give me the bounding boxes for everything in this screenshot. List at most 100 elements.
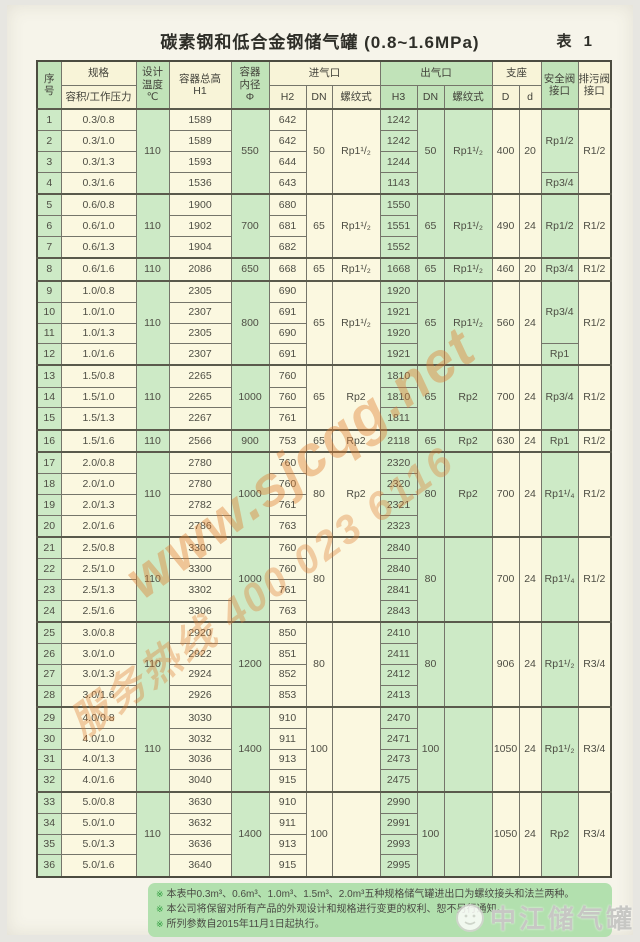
table-cell: Rp1¹/₂ xyxy=(540,705,579,793)
table-cell: Rp2 xyxy=(443,451,493,538)
footnote-2: ※ 本公司将保留对所有产品的外观设计和规格进行变更的权利、恕不另行通知。 xyxy=(156,902,604,917)
table-cell: 2470 xyxy=(379,705,418,729)
table-row: 33 5.0/0.8 110 3630 1400 910 100 2990 100 1050 24 R… xyxy=(36,790,612,878)
table-cell: 80 xyxy=(305,451,333,538)
table-cell: 36 xyxy=(36,854,62,878)
table-cell: 915 xyxy=(268,769,307,793)
table-cell: 1200 xyxy=(230,620,270,708)
footnote-1: ※ 本表中0.3m³、0.6m³、1.0m³、1.5m³、2.0m³五种规格储气罐… xyxy=(156,887,604,902)
table-cell: 2840 xyxy=(379,536,418,560)
header-inner-diameter: 容器 内径 Φ xyxy=(230,60,270,110)
table-cell: 110 xyxy=(135,279,170,366)
table-cell: 13 xyxy=(36,364,62,388)
table-cell: 16 xyxy=(36,428,62,453)
table-cell: 3036 xyxy=(168,748,232,771)
table-cell: Rp2 xyxy=(331,428,381,453)
table-cell: 3306 xyxy=(168,599,232,623)
table-cell: 1921 xyxy=(379,343,418,366)
table-cell: 2265 xyxy=(168,386,232,409)
table-cell: 24 xyxy=(518,279,542,366)
table-cell: 5.0/1.0 xyxy=(60,812,137,835)
table-cell: 3.0/1.0 xyxy=(60,643,137,665)
table-cell: 1.0/1.6 xyxy=(60,343,137,366)
brand-watermark: 中江储气罐 xyxy=(455,899,635,936)
table-cell: 490 xyxy=(491,192,520,259)
table-cell: 2411 xyxy=(379,643,418,665)
table-cell: 19 xyxy=(36,494,62,516)
table-cell: 2.5/1.3 xyxy=(60,578,137,601)
table-cell: 1920 xyxy=(379,322,418,345)
table-cell: R3/4 xyxy=(577,790,612,878)
table-cell: 1400 xyxy=(230,790,270,878)
table-cell: 2782 xyxy=(168,494,232,516)
table-cell: 5.0/1.6 xyxy=(60,854,137,878)
table-cell: 100 xyxy=(305,790,333,878)
table-cell: 1244 xyxy=(379,150,418,173)
table-cell: 690 xyxy=(268,279,307,303)
table-row: 13 1.5/0.8 110 2265 1000 760 65 Rp2 1810 65 Rp2 700… xyxy=(36,364,612,431)
table-cell: 12 xyxy=(36,343,62,366)
table-cell: 110 xyxy=(135,705,170,793)
table-cell: 1143 xyxy=(379,171,418,195)
table-row: 8 0.6/1.6 110 2086 650 668 65 Rp1¹/₂ 1668 65 Rp1¹/… xyxy=(36,257,612,282)
table-cell: 2471 xyxy=(379,727,418,750)
table-cell: Rp1/2 xyxy=(540,192,579,259)
table-cell: 3 xyxy=(36,150,62,173)
table-number-label: 表 1 xyxy=(556,33,596,50)
table-cell: 50 xyxy=(305,108,333,195)
table-cell: 2.5/1.6 xyxy=(60,599,137,623)
table-cell: 23 xyxy=(36,578,62,601)
table-cell: 5.0/0.8 xyxy=(60,790,137,814)
table-cell: 850 xyxy=(268,620,307,645)
table-cell: 3636 xyxy=(168,833,232,856)
header-h3: H3 xyxy=(379,84,418,110)
table-cell: Rp1¹/₂ xyxy=(331,257,381,282)
table-cell: Rp1 xyxy=(540,428,579,453)
table-cell: 110 xyxy=(135,108,170,195)
table-cell: 100 xyxy=(416,705,445,793)
table-cell: 35 xyxy=(36,833,62,856)
table-cell: 18 xyxy=(36,473,62,496)
table-cell: 20 xyxy=(518,108,542,195)
table-cell: Rp1¹/₄ xyxy=(540,451,579,538)
table-cell: 760 xyxy=(268,558,307,580)
table-cell xyxy=(443,790,493,878)
table-cell: 1000 xyxy=(230,364,270,431)
table-cell: 2305 xyxy=(168,322,232,345)
table-row: 28 3.0/1.6 2926 853 2413 xyxy=(36,684,611,708)
table-cell: 2780 xyxy=(168,451,232,475)
table-cell: 2922 xyxy=(168,643,232,665)
table-cell: 2307 xyxy=(168,343,232,366)
table-cell: 24 xyxy=(36,599,62,623)
table-cell: 643 xyxy=(268,171,307,195)
table-cell: 0.3/0.8 xyxy=(60,108,137,132)
table-cell: 1400 xyxy=(230,705,270,793)
table-cell: Rp2 xyxy=(540,790,579,878)
table-cell: Rp1¹/₂ xyxy=(443,192,493,259)
table-cell: 644 xyxy=(268,150,307,173)
table-cell: 1.0/1.3 xyxy=(60,322,137,345)
note-marker-icon: ※ xyxy=(156,889,164,899)
table-row: 25 3.0/0.8 110 2920 1200 850 80 2410 80 906 24 Rp1¹… xyxy=(36,620,612,708)
table-cell: 3302 xyxy=(168,578,232,601)
table-cell: 1.5/1.3 xyxy=(60,407,137,431)
table-cell: 2086 xyxy=(168,257,232,282)
table-cell: 753 xyxy=(268,428,307,453)
table-cell: 2265 xyxy=(168,364,232,388)
table-cell: 1050 xyxy=(491,790,520,878)
table-cell: Rp1¹/₂ xyxy=(540,620,579,708)
table-cell: 668 xyxy=(268,257,307,282)
table-cell: Rp3/4 xyxy=(540,257,579,282)
table-cell: 1589 xyxy=(168,108,232,132)
table-cell: 21 xyxy=(36,536,62,560)
table-cell: Rp1¹/₂ xyxy=(331,108,381,195)
table-cell: 2920 xyxy=(168,620,232,645)
table-row: 24 2.5/1.6 3306 763 2843 xyxy=(36,599,611,623)
table-row: 30 4.0/1.0 3032 911 2471 xyxy=(36,727,611,750)
table-cell: 4.0/1.6 xyxy=(60,769,137,793)
table-cell: Rp1/2 xyxy=(540,107,579,173)
table-cell: 110 xyxy=(135,257,170,282)
header-design-temp: 设计 温度 ℃ xyxy=(135,60,170,110)
table-cell: 1.5/1.6 xyxy=(60,428,137,453)
table-cell: 22 xyxy=(36,558,62,580)
